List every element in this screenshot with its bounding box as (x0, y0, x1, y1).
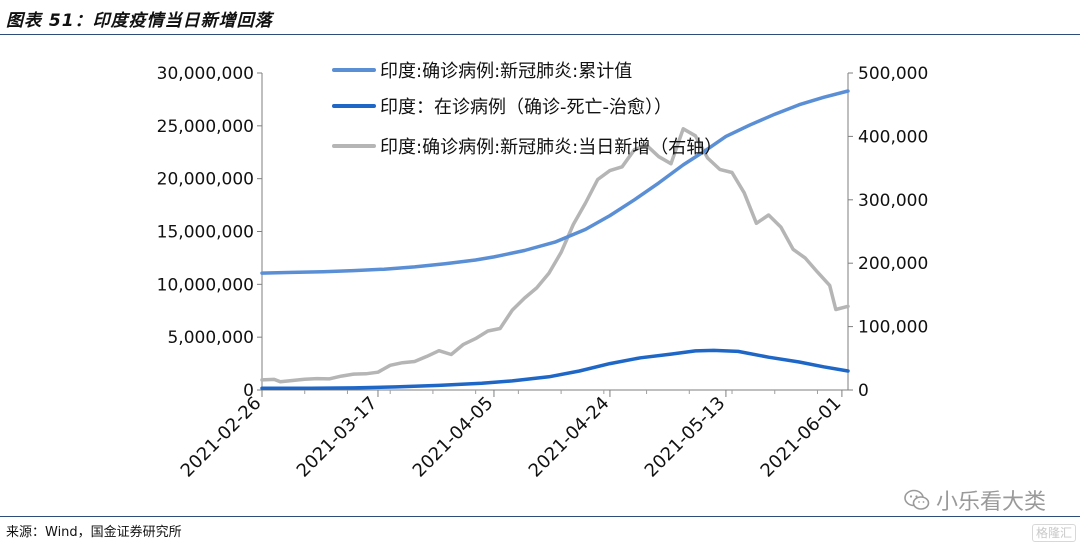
y-tick-label-left: 30,000,000 (157, 64, 254, 84)
y-tick-label-right: 0 (858, 381, 869, 401)
y-tick-label-right: 100,000 (858, 318, 928, 338)
x-tick-label: 2021-04-05 (409, 393, 498, 482)
line-chart: 0 5,000,000 10,000,000 15,000,000 20,000,000… (157, 61, 929, 482)
watermark-text: 小乐看大类 (935, 490, 1046, 515)
figure-title: 图表 51：印度疫情当日新增回落 (6, 11, 273, 31)
y-tick-label-left: 25,000,000 (157, 117, 254, 137)
legend-label-2: 印度:确诊病例:新冠肺炎:当日新增（右轴） (380, 137, 722, 158)
corner-badge: 格隆汇 (1031, 524, 1076, 542)
x-tick-label: 2021-06-01 (757, 393, 846, 482)
y-tick-label-left: 5,000,000 (167, 328, 254, 348)
series-line-0 (260, 89, 850, 275)
x-tick-label: 2021-03-17 (293, 393, 382, 482)
y-tick-label-left: 20,000,000 (157, 170, 254, 190)
series-line-2 (260, 127, 850, 384)
watermark: 小乐看大类 (904, 484, 1046, 516)
x-tick-label: 2021-04-24 (525, 393, 614, 482)
legend-label-1: 印度：在诊病例（确诊-死亡-治愈）） (380, 97, 672, 118)
x-tick-label: 2021-05-13 (641, 393, 730, 482)
y-tick-label-left: 0 (243, 381, 254, 401)
y-tick-label-right: 500,000 (858, 64, 928, 84)
y-tick-label-right: 300,000 (858, 191, 928, 211)
y-tick-label-left: 10,000,000 (157, 275, 254, 295)
y-tick-label-left: 15,000,000 (157, 223, 254, 243)
title-rule (0, 34, 1080, 35)
bottom-rule (0, 516, 1080, 517)
wechat-icon (904, 489, 930, 510)
source-note: 来源：Wind，国金证券研究所 (6, 525, 182, 540)
y-tick-label-right: 200,000 (858, 254, 928, 274)
series-line-1 (260, 348, 850, 391)
x-tick-label: 2021-02-26 (177, 393, 266, 482)
legend-label-0: 印度:确诊病例:新冠肺炎:累计值 (380, 61, 632, 82)
y-tick-label-right: 400,000 (858, 127, 928, 147)
